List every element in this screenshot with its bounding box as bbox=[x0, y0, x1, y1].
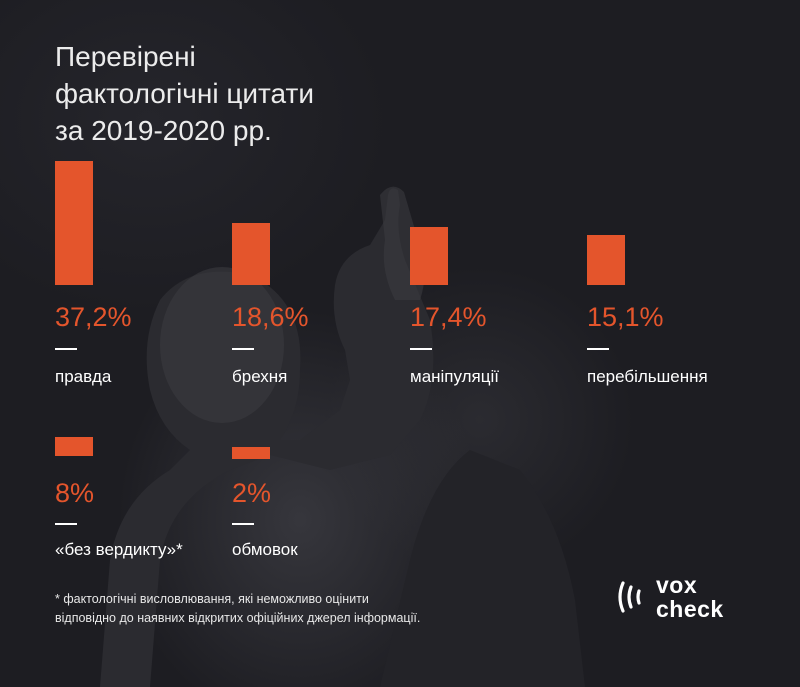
logo-line-1: vox bbox=[656, 572, 698, 598]
logo-wordmark: vox check bbox=[656, 573, 724, 621]
title-line-2: фактологічні цитати bbox=[55, 78, 314, 109]
voxcheck-signal-icon bbox=[618, 581, 641, 613]
divider-dash bbox=[232, 523, 254, 525]
category-label-brekhnia: брехня bbox=[232, 367, 288, 386]
footnote-line-1: * фактологічні висловлювання, які неможл… bbox=[55, 592, 369, 606]
category-label-pravda: правда bbox=[55, 367, 112, 386]
category-label-perebilshennia: перебільшення bbox=[587, 367, 708, 386]
divider-dash bbox=[410, 348, 432, 350]
bar-manipuliatsii bbox=[410, 227, 448, 285]
bar-pravda bbox=[55, 161, 93, 285]
category-label-bez-verdyktu: «без вердикту»* bbox=[55, 540, 183, 559]
divider-dash bbox=[55, 348, 77, 350]
chart-title: Перевірені фактологічні цитати за 2019-2… bbox=[55, 38, 375, 149]
logo-line-2: check bbox=[656, 596, 724, 622]
category-label-manipuliatsii: маніпуляції bbox=[410, 367, 500, 386]
title-line-3: за 2019-2020 рр. bbox=[55, 115, 272, 146]
bar-bez-verdyktu bbox=[55, 437, 93, 456]
divider-dash bbox=[587, 348, 609, 350]
value-label-brekhnia: 18,6% bbox=[232, 302, 309, 332]
bar-obmovok bbox=[232, 447, 270, 459]
footnote: * фактологічні висловлювання, які неможл… bbox=[55, 590, 525, 628]
footnote-line-2: відповідно до наявних відкритих офіційни… bbox=[55, 611, 421, 625]
value-label-bez-verdyktu: 8% bbox=[55, 478, 95, 508]
value-label-obmovok: 2% bbox=[232, 478, 272, 508]
value-label-perebilshennia: 15,1% bbox=[587, 302, 664, 332]
category-label-obmovok: обмовок bbox=[232, 540, 298, 559]
value-label-manipuliatsii: 17,4% bbox=[410, 302, 487, 332]
divider-dash bbox=[232, 348, 254, 350]
divider-dash bbox=[55, 523, 77, 525]
bar-brekhnia bbox=[232, 223, 270, 285]
voxcheck-logo: vox check bbox=[617, 573, 737, 633]
bar-perebilshennia bbox=[587, 235, 625, 285]
title-line-1: Перевірені bbox=[55, 41, 196, 72]
value-label-pravda: 37,2% bbox=[55, 302, 132, 332]
